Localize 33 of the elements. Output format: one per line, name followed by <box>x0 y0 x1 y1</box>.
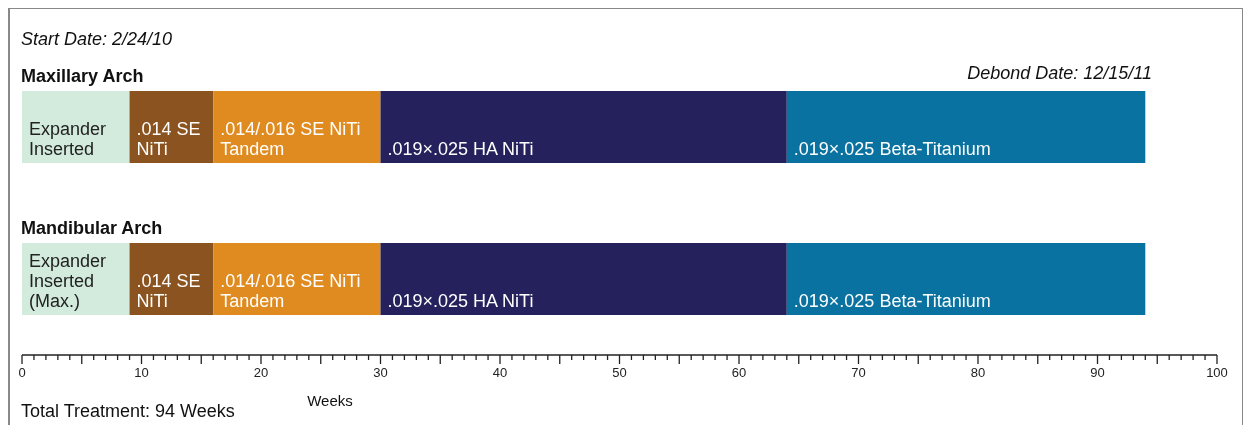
x-tick-label: 90 <box>1090 365 1105 380</box>
x-tick-label: 40 <box>492 365 508 380</box>
x-tick-label: 70 <box>851 365 866 380</box>
x-tick-label: 60 <box>731 365 747 380</box>
annotation: .019×.025 Beta-Titanium <box>793 139 991 159</box>
annotation: .014/.016 SE NiTi Tandem <box>220 271 361 311</box>
bar <box>786 91 1146 163</box>
annotation: Expander Inserted <box>29 119 107 159</box>
y-tick-label: Maxillary Arch <box>21 66 144 86</box>
bar <box>380 243 787 315</box>
bar <box>786 243 1146 315</box>
x-tick-label: 30 <box>373 365 388 380</box>
text: Start Date: 2/24/10 <box>21 29 173 50</box>
annotation: .019×.025 Beta-Titanium <box>793 291 991 311</box>
bar <box>380 91 787 163</box>
annotation: .014 SE NiTi <box>136 271 201 311</box>
x-tick-label: 20 <box>253 365 269 380</box>
x-tick-label: 100 <box>1206 365 1228 380</box>
annotation: Debond Date: 12/15/11 <box>967 63 1152 84</box>
annotation: .014/.016 SE NiTi Tandem <box>220 119 361 159</box>
annotation: Expander Inserted (Max.) <box>29 251 107 311</box>
x-tick-label: 0 <box>18 365 26 380</box>
annotation: .014 SE NiTi <box>136 119 201 159</box>
x-tick-label: 10 <box>134 365 149 380</box>
x-tick-label: 50 <box>612 365 627 380</box>
x-tick-label: 80 <box>970 365 986 380</box>
y-tick-label: Mandibular Arch <box>21 218 163 238</box>
bar <box>213 243 381 315</box>
bar <box>213 91 381 163</box>
text: Total Treatment: 94 Weeks <box>21 401 235 422</box>
x-axis-title: Weeks <box>307 392 353 409</box>
annotation: .019×.025 HA NiTi <box>387 139 534 159</box>
annotation: .019×.025 HA NiTi <box>387 291 534 311</box>
